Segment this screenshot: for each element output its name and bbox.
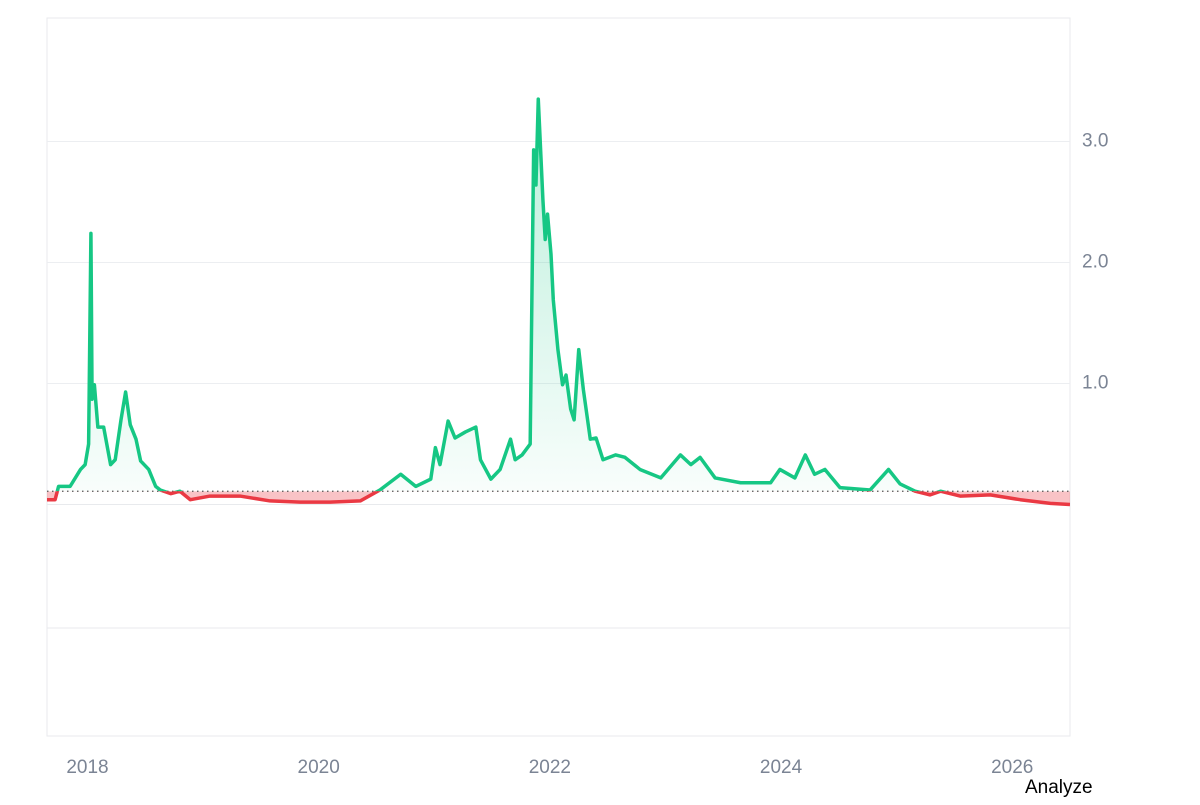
- y-tick-label: 2.0: [1082, 251, 1108, 272]
- x-tick-label: 2024: [760, 757, 803, 778]
- plot-frame: [46, 17, 1071, 737]
- area-above: [47, 99, 1070, 492]
- line-above: [55, 97, 948, 492]
- analyze-button[interactable]: Analyze: [1025, 777, 1093, 798]
- x-tick-label: 2018: [66, 757, 108, 778]
- x-tick-label: 2020: [298, 757, 340, 778]
- x-tick-label: 2022: [529, 757, 571, 778]
- y-tick-label: 1.0: [1082, 373, 1108, 394]
- y-tick-label: 3.0: [1082, 130, 1108, 151]
- x-tick-label: 2026: [991, 757, 1033, 778]
